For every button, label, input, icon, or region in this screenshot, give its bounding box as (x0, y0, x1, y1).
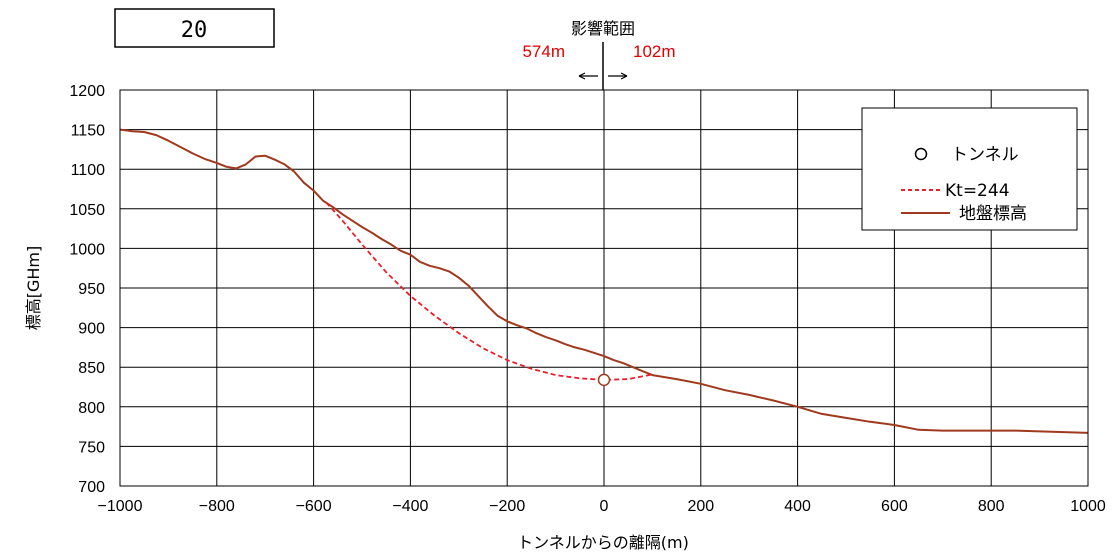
x-tick-label: 600 (881, 498, 908, 515)
y-tick-label: 850 (78, 360, 105, 377)
y-tick-label: 1200 (69, 83, 105, 100)
legend: トンネル Kt=244 地盤標高 (861, 107, 1078, 231)
x-tick-label: −200 (489, 498, 525, 515)
y-tick-label: 750 (78, 439, 105, 456)
x-tick-label: 1000 (1070, 498, 1106, 515)
y-tick-label: 800 (78, 400, 105, 417)
series-kt-line (325, 201, 654, 381)
x-axis-title: トンネルからの離隔(m) (517, 533, 689, 552)
y-tick-label: 950 (78, 281, 105, 298)
id-box-label: 20 (181, 18, 208, 43)
legend-kt-label: Kt=244 (945, 181, 1010, 201)
legend-box (861, 107, 1078, 231)
influence-title: 影響範囲 (571, 19, 635, 38)
x-tick-label: 0 (600, 498, 609, 515)
legend-item-ground: 地盤標高 (901, 204, 1027, 224)
series-layer (119, 128, 1089, 434)
id-box: 20 (114, 8, 275, 48)
influence-right-label: 102m (633, 42, 676, 61)
y-tick-label: 1050 (69, 202, 105, 219)
y-tick-label: 1100 (71, 162, 106, 179)
x-tick-labels: −1000 −800 −600 −400 −200 0 200 400 600 800 1000 (98, 498, 1106, 515)
tunnel-point (597, 373, 611, 387)
x-tick-label: −400 (392, 498, 428, 515)
legend-item-tunnel: トンネル (914, 145, 1019, 165)
x-tick-label: −1000 (98, 498, 143, 515)
y-tick-label: 900 (78, 321, 105, 338)
influence-left-label: 574m (522, 42, 565, 61)
y-tick-label: 1150 (71, 123, 106, 140)
influence-range: 影響範囲 574m 102m (522, 19, 676, 90)
y-tick-label: 700 (78, 479, 105, 496)
x-tick-label: 800 (978, 498, 1005, 515)
y-axis-title: 標高[GHm] (24, 246, 43, 331)
legend-tunnel-label: トンネル (951, 145, 1019, 165)
id-box-frame (114, 8, 275, 48)
left-arrowhead-icon (578, 72, 586, 80)
legend-ground-label: 地盤標高 (959, 204, 1027, 224)
x-tick-label: 400 (784, 498, 811, 515)
x-tick-label: −800 (199, 498, 235, 515)
x-tick-label: −600 (296, 498, 332, 515)
right-arrowhead-icon (620, 72, 628, 80)
legend-item-kt: Kt=244 (901, 181, 1010, 201)
y-tick-label: 1000 (69, 241, 105, 258)
plot-frame (119, 89, 1089, 487)
series-ground-line (119, 128, 1089, 434)
x-tick-label: 200 (687, 498, 714, 515)
y-tick-labels: 700 750 800 850 900 950 1000 1050 1100 1150 1200 (69, 83, 105, 496)
legend-tunnel-marker (914, 147, 928, 161)
